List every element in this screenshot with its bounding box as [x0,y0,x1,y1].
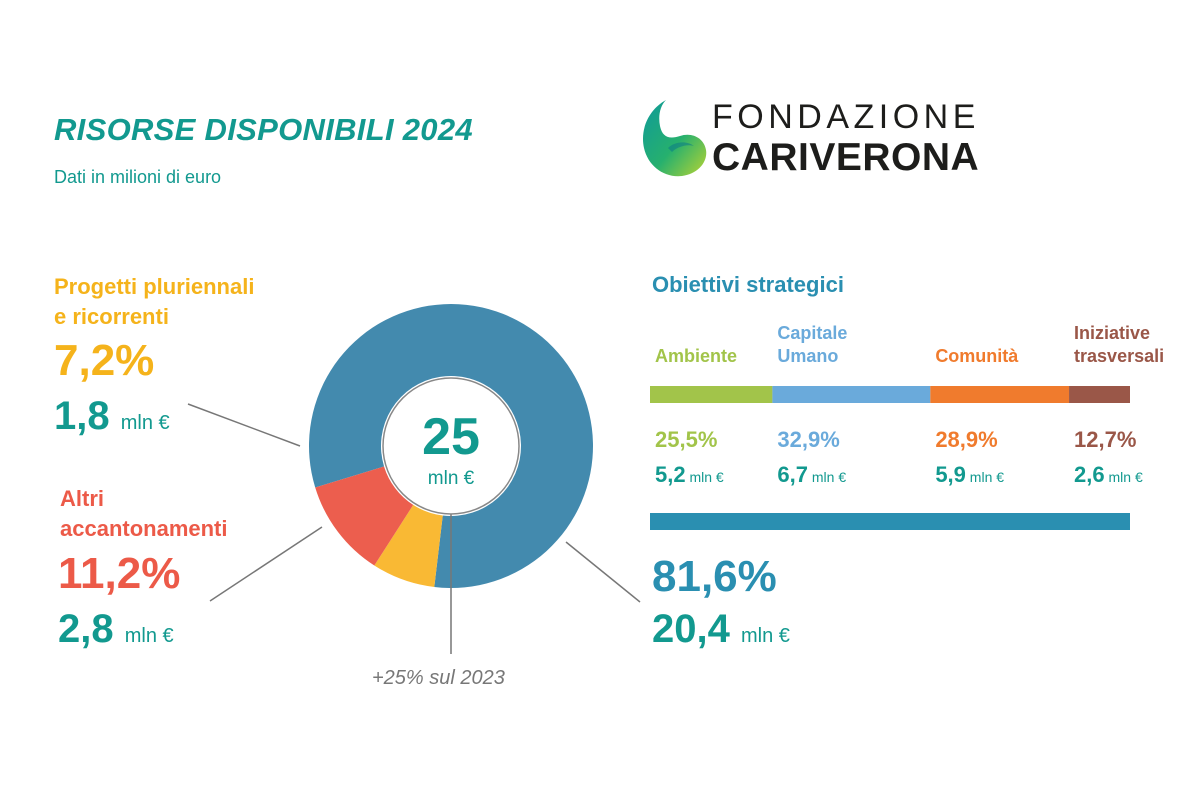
total-growth-note: +25% sul 2023 [372,667,505,689]
breakdown-value-capitale-umano-number: 6,7 [777,462,808,487]
breakdown-percent-iniziative-trasversali: 12,7% [1074,427,1137,452]
slice-value-progetti-number: 1,8 [54,394,110,438]
slice-value-altri-unit: mln € [124,625,174,647]
slice-label-altri: Altri accantonamenti [60,484,228,544]
slice-percent-progetti: 7,2% [54,336,155,385]
breakdown-value-ambiente-unit: mln € [689,469,724,485]
logo-text-cariverona: CARIVERONA [712,136,980,179]
breakdown-percent-ambiente: 25,5% [655,427,718,452]
slice-value-obiettivi-unit: mln € [740,625,790,647]
slice-value-obiettivi: 20,4 mln € [652,607,790,652]
slice-percent-altri: 11,2% [58,549,181,598]
breakdown-value-capitale-umano: 6,7 mln € [777,462,846,488]
breakdown-label-comunita: Comunità [935,322,1018,368]
breakdown-label-iniziative-trasversali-line1: Iniziative [1074,323,1151,343]
donut-center-circle [382,377,520,515]
breakdown-value-comunita-number: 5,9 [935,462,966,487]
breakdown-value-comunita: 5,9 mln € [935,462,1004,488]
donut-slice-progetti [374,504,443,588]
chart-title: RISORSE DISPONIBILI 2024 [54,112,473,147]
breakdown-label-iniziative-trasversali: Iniziative trasversali [1074,322,1164,368]
stack-segment-iniziative-trasversali [1069,386,1130,403]
slice-value-progetti: 1,8 mln € [54,394,170,439]
breakdown-label-capitale-umano-line1: Capitale [777,323,848,343]
breakdown-percent-capitale-umano: 32,9% [777,427,840,452]
logo-drop-icon [642,100,707,177]
breakdown-value-ambiente: 5,2 mln € [655,462,724,488]
slice-value-progetti-unit: mln € [120,412,170,434]
breakdown-label-comunita-line2: Comunità [935,346,1019,366]
breakdown-value-capitale-umano-unit: mln € [811,469,847,485]
total-value: 25 [422,408,480,466]
breakdown-label-capitale-umano: Capitale Umano [777,322,847,368]
slice-value-altri: 2,8 mln € [58,607,174,652]
donut-slices [308,304,593,588]
breakdown-label-ambiente-line2: Ambiente [655,346,738,366]
breakdown-value-iniziative-trasversali-number: 2,6 [1074,462,1105,487]
obiettivi-total-bar [650,513,1130,530]
slice-label-altri-line1: Altri [60,486,104,511]
breakdown-value-iniziative-trasversali-unit: mln € [1108,469,1143,485]
slice-value-obiettivi-number: 20,4 [652,607,730,651]
logo-text-fondazione: FONDAZIONE [712,98,980,136]
breakdown-value-iniziative-trasversali: 2,6 mln € [1074,462,1143,488]
stack-segment-capitale-umano [772,386,931,403]
breakdown-value-ambiente-number: 5,2 [655,462,686,487]
breakdown-value-comunita-unit: mln € [969,469,1005,485]
breakdown-stacked-bar [650,386,1130,403]
slice-value-altri-number: 2,8 [58,607,114,651]
slice-percent-obiettivi: 81,6% [652,552,777,601]
leader-line-obiettivi [565,541,641,603]
breakdown-label-ambiente: Ambiente [655,322,737,368]
breakdown-label-iniziative-trasversali-line2: trasversali [1074,346,1165,366]
slice-label-progetti: Progetti pluriennali e ricorrenti [54,272,254,332]
fondazione-cariverona-logo: FONDAZIONE CARIVERONA [638,96,998,186]
stack-segment-ambiente [650,386,773,403]
slice-label-progetti-line2: e ricorrenti [54,304,169,329]
stack-segment-comunita [930,386,1070,403]
leader-line-altri [209,526,323,602]
breakdown-label-capitale-umano-line2: Umano [777,346,839,366]
donut-slice-obiettivi [308,304,593,588]
slice-label-progetti-line1: Progetti pluriennali [54,274,255,299]
breakdown-percent-comunita: 28,9% [935,427,998,452]
donut-slice-altri [315,466,414,566]
leader-line-progetti [187,403,301,447]
total-unit: mln € [428,468,475,489]
chart-subtitle: Dati in milioni di euro [54,167,222,187]
breakdown-title: Obiettivi strategici [652,272,844,297]
slice-label-altri-line2: accantonamenti [60,516,228,541]
